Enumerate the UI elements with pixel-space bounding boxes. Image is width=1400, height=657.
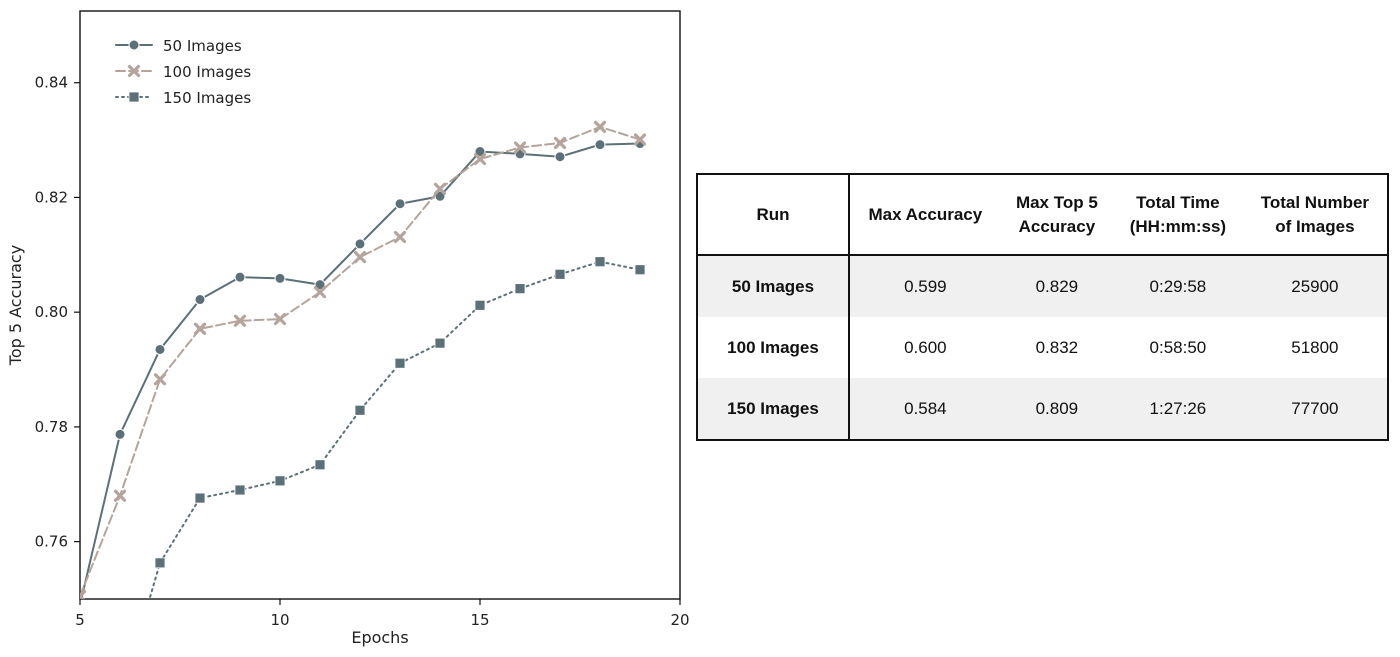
data-point — [154, 557, 166, 569]
max-top5-cell: 0.832 — [1000, 317, 1114, 378]
data-point — [513, 141, 527, 154]
legend-item: 150 Images — [115, 89, 251, 107]
data-point — [433, 182, 447, 195]
series-1 — [80, 138, 646, 599]
data-point — [114, 428, 126, 440]
total-time-cell: 1:27:26 — [1113, 378, 1243, 440]
y-tick-label: 0.84 — [35, 74, 68, 92]
legend-item: 100 Images — [115, 63, 251, 81]
run-cell: 100 Images — [697, 317, 850, 378]
series-line — [80, 125, 641, 598]
data-point — [80, 590, 87, 599]
header-total-images: Total Number of Images — [1242, 174, 1388, 256]
data-point — [314, 279, 326, 291]
total-images-cell: 51800 — [1242, 317, 1388, 378]
x-tick-label: 10 — [270, 611, 289, 629]
data-point — [314, 459, 326, 471]
header-max-top5-line2: Accuracy — [1018, 216, 1096, 236]
series-2 — [80, 120, 647, 599]
x-tick-label: 5 — [75, 611, 85, 629]
legend-marker — [128, 39, 140, 51]
total-images-cell: 25900 — [1242, 255, 1388, 317]
data-point — [193, 322, 207, 335]
data-point — [354, 238, 366, 250]
data-point — [393, 230, 407, 244]
data-point — [434, 337, 446, 349]
data-point — [313, 285, 327, 299]
header-time-line1: Total Time — [1136, 192, 1220, 212]
results-table: Run Max Accuracy Max Top 5 Accuracy Total… — [696, 173, 1389, 441]
max-accuracy-cell: 0.599 — [849, 255, 1001, 317]
run-cell: 150 Images — [697, 378, 850, 440]
data-point — [394, 198, 406, 210]
data-point — [273, 312, 287, 326]
header-max-accuracy: Max Accuracy — [849, 174, 1001, 256]
run-cell: 50 Images — [697, 255, 850, 317]
header-total-time: Total Time (HH:mm:ss) — [1113, 174, 1243, 256]
x-tick-label: 20 — [670, 611, 689, 629]
legend-marker — [128, 91, 140, 103]
data-point — [554, 268, 566, 280]
y-tick-label: 0.76 — [35, 533, 68, 551]
legend-marker — [127, 64, 141, 78]
y-axis-label: Top 5 Accuracy — [6, 245, 25, 366]
data-point — [153, 373, 167, 386]
plot-frame — [79, 10, 681, 600]
series-line — [148, 260, 641, 599]
data-point — [194, 492, 206, 504]
data-point — [633, 133, 647, 146]
data-point — [593, 120, 607, 133]
data-point — [234, 271, 246, 283]
y-tick-label: 0.82 — [35, 188, 68, 206]
data-point — [474, 299, 486, 311]
data-point — [274, 475, 286, 487]
legend-label: 150 Images — [163, 89, 251, 107]
data-point — [594, 139, 606, 151]
header-count-line2: of Images — [1275, 216, 1355, 236]
chart-legend: 50 Images 100 Images 150 Images — [115, 37, 251, 107]
total-images-cell: 77700 — [1242, 378, 1388, 440]
x-axis-label: Epochs — [351, 628, 408, 647]
header-time-line2: (HH:mm:ss) — [1129, 216, 1227, 236]
data-point — [154, 343, 166, 355]
data-point — [594, 256, 606, 268]
data-point — [194, 294, 206, 306]
data-point — [474, 146, 486, 158]
data-point — [113, 489, 127, 502]
header-max-top5-line1: Max Top 5 — [1015, 192, 1098, 212]
y-tick-label: 0.80 — [35, 303, 68, 321]
data-point — [234, 484, 246, 496]
data-point — [274, 272, 286, 284]
data-point — [354, 404, 366, 416]
series-3 — [148, 256, 646, 599]
header-count-line1: Total Number — [1260, 192, 1370, 212]
table-row: 100 Images 0.600 0.832 0:58:50 51800 — [697, 317, 1388, 378]
data-point — [394, 357, 406, 369]
max-accuracy-cell: 0.600 — [849, 317, 1001, 378]
y-tick-label: 0.78 — [35, 418, 68, 436]
data-point — [233, 314, 247, 327]
table-header-row: Run Max Accuracy Max Top 5 Accuracy Total… — [697, 174, 1388, 256]
table-row: 50 Images 0.599 0.829 0:29:58 25900 — [697, 255, 1388, 317]
legend-label: 50 Images — [163, 37, 242, 55]
max-top5-cell: 0.809 — [1000, 378, 1114, 440]
legend-item: 50 Images — [115, 37, 242, 55]
line-chart: 5 10 15 20 0.76 0.78 0.80 0.82 0.84 Epochs Top 5… — [6, 10, 690, 647]
data-point — [634, 264, 646, 276]
data-point — [353, 250, 367, 264]
header-run: Run — [697, 174, 850, 256]
max-accuracy-cell: 0.584 — [849, 378, 1001, 440]
x-tick-label: 15 — [470, 611, 489, 629]
data-point — [554, 151, 566, 163]
total-time-cell: 0:29:58 — [1113, 255, 1243, 317]
max-top5-cell: 0.829 — [1000, 255, 1114, 317]
header-max-top5-accuracy: Max Top 5 Accuracy — [1000, 174, 1114, 256]
table-row: 150 Images 0.584 0.809 1:27:26 77700 — [697, 378, 1388, 440]
legend-label: 100 Images — [163, 63, 251, 81]
data-point — [553, 136, 567, 150]
data-point — [514, 283, 526, 295]
total-time-cell: 0:58:50 — [1113, 317, 1243, 378]
data-point — [473, 152, 487, 166]
